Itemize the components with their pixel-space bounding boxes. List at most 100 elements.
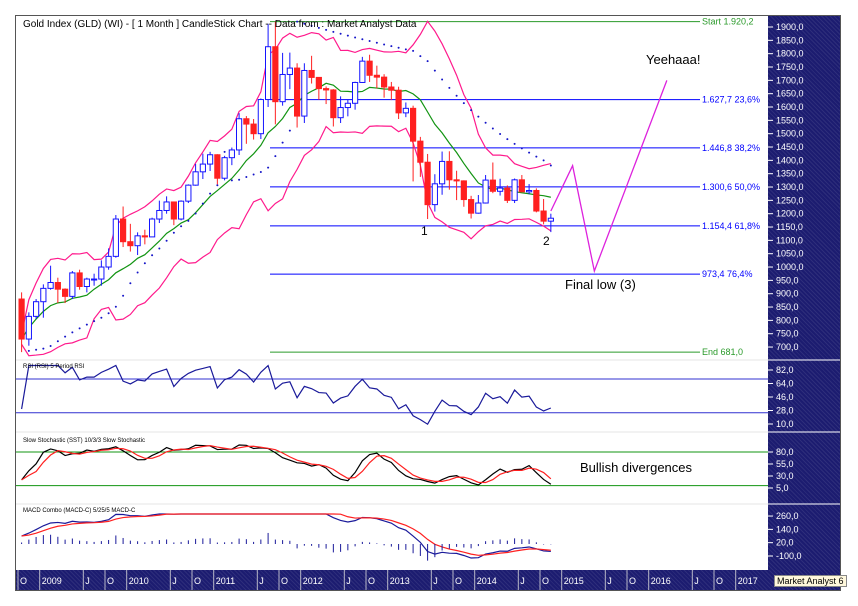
time-axis-label: 2010	[129, 576, 149, 586]
market-analyst-watermark: Market Analyst 6	[774, 575, 847, 587]
price-axis-tick-label: 1350,0	[776, 169, 804, 179]
psar-dot	[187, 219, 190, 222]
candle-body	[47, 281, 54, 289]
candle-body	[163, 201, 170, 211]
psar-dot	[100, 316, 103, 319]
candle-body	[381, 76, 388, 88]
psar-dot	[56, 340, 59, 343]
psar-dot	[201, 202, 204, 205]
macd-axis-tick-label: -100,0	[776, 551, 802, 561]
time-axis-label: O	[368, 576, 375, 586]
time-axis-label: J	[346, 576, 351, 586]
price-axis-tick-label: 1600,0	[776, 102, 804, 112]
candle-body	[417, 140, 424, 163]
time-axis-label: 2009	[42, 576, 62, 586]
candle-body	[127, 241, 134, 247]
stochastic-axis-tick-label: 55,0	[776, 459, 794, 469]
psar-dot	[209, 192, 212, 195]
price-axis-tick-label: 800,0	[776, 315, 799, 325]
psar-dot	[49, 345, 52, 348]
time-axis-label: O	[455, 576, 462, 586]
candle-body	[344, 102, 351, 109]
fib-label: End 681,0	[702, 347, 743, 357]
psar-dot	[151, 254, 154, 257]
psar-dot	[426, 60, 429, 63]
price-axis-tick-label: 1550,0	[776, 115, 804, 125]
price-axis-tick-label: 700,0	[776, 342, 799, 352]
annotation-wave-1: 1	[421, 224, 428, 238]
psar-dot	[122, 294, 125, 297]
price-axis-tick-label: 1050,0	[776, 249, 804, 259]
candle-body	[359, 60, 366, 83]
candle-body	[105, 255, 112, 268]
time-axis-panel[interactable]	[16, 570, 840, 590]
price-axis-tick-label: 1300,0	[776, 182, 804, 192]
psar-dot	[433, 69, 436, 72]
candle-body	[526, 189, 533, 193]
candle-body	[497, 187, 504, 192]
psar-dot	[238, 178, 241, 181]
price-axis-tick-label: 1650,0	[776, 89, 804, 99]
psar-dot	[93, 320, 96, 323]
price-axis-tick-label: 1400,0	[776, 155, 804, 165]
candle-body	[475, 202, 482, 214]
psar-dot	[78, 327, 81, 330]
psar-dot	[390, 45, 393, 48]
macd-axis-tick-label: 260,0	[776, 511, 799, 521]
price-axis-tick-label: 950,0	[776, 275, 799, 285]
psar-dot	[470, 109, 473, 112]
time-axis-label: 2012	[303, 576, 323, 586]
psar-dot	[528, 151, 531, 154]
psar-dot	[216, 184, 219, 187]
candle-body	[373, 74, 380, 78]
psar-dot	[520, 147, 523, 150]
candle-body	[91, 278, 98, 281]
price-axis-tick-label: 1200,0	[776, 209, 804, 219]
psar-dot	[441, 78, 444, 81]
price-axis-tick-label: 1750,0	[776, 62, 804, 72]
candle-body	[25, 315, 32, 340]
psar-dot	[361, 38, 364, 41]
candle-body	[352, 81, 359, 104]
candle-body	[54, 281, 61, 290]
candle-body	[482, 179, 489, 204]
time-axis-label: J	[607, 576, 612, 586]
candle-body	[308, 69, 315, 78]
fib-label: 1.154,4 61,8%	[702, 221, 760, 231]
time-axis-label: 2014	[477, 576, 497, 586]
candle-body	[112, 218, 119, 257]
candle-body	[214, 154, 221, 179]
stochastic-d-line	[21, 444, 552, 484]
price-axis-tick-label: 900,0	[776, 289, 799, 299]
time-axis-label: O	[20, 576, 27, 586]
psar-dot	[194, 212, 197, 215]
candle-body	[170, 201, 177, 220]
psar-dot	[499, 132, 502, 135]
moving-average	[21, 82, 551, 340]
fib-label: 1.446,8 38,2%	[702, 143, 760, 153]
time-axis-label: O	[716, 576, 723, 586]
psar-dot	[477, 115, 480, 118]
bollinger-lower	[21, 125, 552, 357]
psar-dot	[383, 43, 386, 46]
psar-dot	[281, 141, 284, 144]
psar-dot	[35, 348, 38, 351]
price-axis-tick-label: 1900,0	[776, 22, 804, 32]
rsi-axis-tick-label: 46,0	[776, 392, 794, 402]
macd-title: MACD Combo (MACD-C) 5/25/5 MACD-C	[23, 508, 136, 514]
psar-dot	[455, 94, 458, 97]
price-axis-panel	[768, 16, 840, 570]
candle-body	[199, 163, 206, 173]
candle-body	[395, 89, 402, 114]
candle-body	[468, 199, 475, 214]
psar-dot	[339, 32, 342, 35]
psar-dot	[354, 36, 357, 39]
psar-dot	[296, 20, 299, 23]
time-axis-label: J	[172, 576, 177, 586]
psar-dot	[107, 312, 110, 315]
time-axis-label: O	[542, 576, 549, 586]
time-axis-label: 2016	[651, 576, 671, 586]
annotation-bullish-divergences: Bullish divergences	[580, 460, 693, 475]
candle-body	[156, 209, 163, 220]
